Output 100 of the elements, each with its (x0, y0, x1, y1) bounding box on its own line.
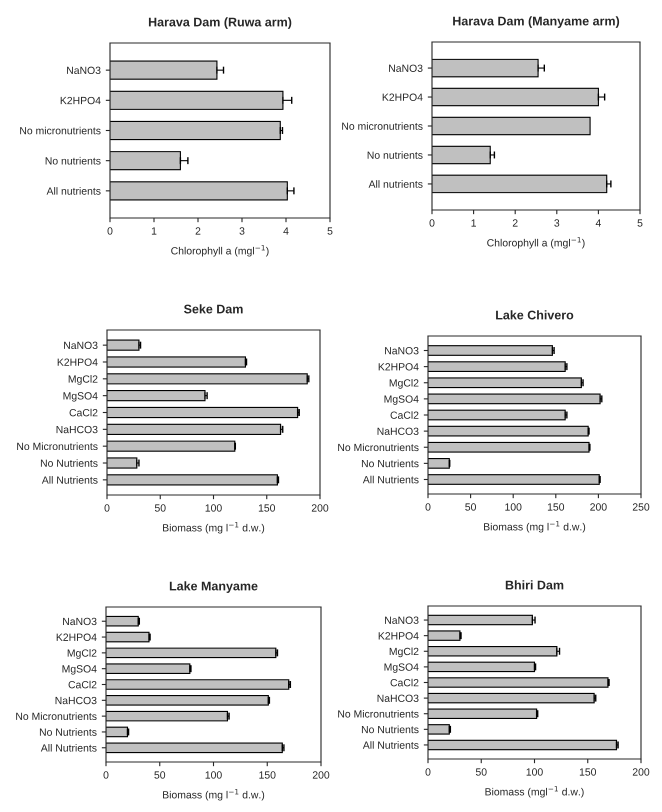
y-tick-label: All nutrients (368, 180, 423, 188)
y-tick-label: No Nutrients (362, 460, 419, 468)
bar (428, 630, 461, 641)
bar (107, 340, 140, 351)
bar (428, 724, 450, 735)
bar (428, 708, 538, 719)
y-tick-label: NaNO3 (385, 347, 419, 354)
bar (428, 393, 601, 404)
y-tick-label: NaHCO3 (56, 696, 97, 704)
x-axis-title: Biomass (mgl$^{−1}$ d.w.) (485, 786, 584, 798)
x-tick-label: 150 (259, 771, 276, 779)
x-tick-label: 1 (472, 219, 476, 227)
bar (107, 440, 236, 452)
y-tick-label: No Micronutrients (338, 443, 419, 452)
x-tick-label: 50 (154, 771, 166, 779)
x-tick-label: 50 (154, 504, 166, 512)
x-tick-label: 100 (505, 503, 522, 511)
x-tick-label: 0 (426, 503, 430, 511)
y-tick-label: All Nutrients (42, 476, 98, 484)
chart-title: Seke Dam (184, 304, 243, 314)
y-tick-label: No Nutrients (362, 726, 419, 734)
bar (428, 442, 590, 453)
x-tick-label: 5 (328, 227, 332, 235)
y-tick-label: No nutrients (46, 156, 101, 165)
x-tick-label: 0 (104, 771, 108, 779)
y-tick-label: MgSO4 (384, 395, 419, 405)
x-tick-label: 100 (526, 768, 543, 776)
x-tick-label: 0 (430, 219, 434, 227)
bar (106, 648, 276, 658)
x-tick-label: 2 (512, 219, 518, 227)
y-tick-label: NaNO3 (389, 64, 423, 72)
x-tick-label: 3 (240, 227, 244, 235)
x-tick-label: 5 (638, 219, 642, 227)
bar (432, 146, 491, 164)
x-tick-label: 100 (206, 771, 222, 779)
y-tick-label: MgSO4 (384, 663, 419, 673)
y-tick-label: No nutrients (368, 151, 423, 159)
bar (428, 677, 609, 688)
x-tick-label: 0 (108, 227, 112, 235)
x-axis-title: Biomass (mg l$^{−1}$ d.w.) (163, 522, 264, 534)
x-axis-title: Chlorophyll a (mgl$^{−1}$) (171, 245, 269, 257)
x-tick-label: 0 (104, 504, 110, 512)
y-tick-label: NaHCO3 (378, 694, 419, 702)
bar (107, 373, 308, 384)
y-tick-label: MgSO4 (62, 665, 97, 675)
y-tick-label: K2HPO4 (56, 634, 97, 641)
bar (432, 174, 608, 194)
y-tick-label: No micronutrients (342, 122, 423, 130)
y-tick-label: CaCl2 (68, 680, 96, 688)
y-tick-label: All Nutrients (362, 741, 419, 749)
bar (107, 356, 246, 368)
x-tick-label: 1 (152, 227, 156, 235)
y-tick-label: No Micronutrients (17, 442, 98, 450)
y-tick-label: No Nutrients (40, 728, 97, 736)
chart-title: Harava Dam (Ruwa arm) (148, 17, 292, 29)
bar (428, 361, 566, 372)
chart-title: Bhiri Dam (506, 580, 564, 590)
bar (428, 646, 558, 657)
bar (428, 377, 582, 388)
x-tick-label: 2 (196, 227, 200, 235)
bar (106, 726, 128, 738)
x-tick-label: 200 (632, 768, 650, 776)
x-tick-label: 50 (465, 503, 476, 511)
x-tick-label: 0 (426, 768, 430, 776)
bar (110, 120, 281, 140)
y-tick-label: NaNO3 (63, 618, 97, 626)
x-tick-label: 4 (283, 227, 289, 235)
y-tick-label: All Nutrients (362, 476, 419, 484)
bar (428, 474, 600, 485)
x-tick-label: 150 (580, 768, 596, 776)
chart-title: Harava Dam (Manyame arm) (453, 16, 620, 28)
x-tick-label: 50 (476, 768, 487, 776)
bar (428, 662, 536, 672)
bar (107, 424, 282, 435)
y-tick-label: CaCl2 (390, 411, 418, 419)
x-tick-label: 4 (596, 219, 601, 227)
y-tick-label: NaNO3 (67, 66, 101, 74)
y-tick-label: NaHCO3 (378, 428, 419, 435)
x-axis-title: Chlorophyll a (mgl$^{−1}$) (487, 237, 585, 249)
y-tick-label: MgCl2 (68, 649, 96, 659)
y-tick-label: No Nutrients (40, 459, 98, 467)
x-axis-title: Biomass (mg l$^{−1}$ d.w.) (163, 789, 264, 801)
y-tick-label: No micronutrients (20, 126, 101, 134)
y-tick-label: All nutrients (46, 187, 101, 195)
bar (106, 616, 139, 627)
bar (106, 663, 190, 674)
y-tick-label: K2HPO4 (378, 363, 419, 371)
y-tick-label: MgSO4 (64, 392, 98, 402)
x-tick-label: 200 (312, 504, 328, 512)
y-tick-label: CaCl2 (70, 408, 98, 416)
y-tick-label: No Micronutrients (338, 710, 419, 718)
bar (106, 632, 150, 642)
y-tick-label: K2HPO4 (378, 632, 419, 640)
bar (106, 679, 290, 690)
y-tick-label: MgCl2 (390, 648, 418, 658)
y-tick-label: MgCl2 (390, 378, 418, 389)
x-tick-label: 150 (258, 504, 276, 512)
bar (106, 742, 283, 754)
bar (428, 740, 618, 750)
bar (107, 457, 138, 469)
